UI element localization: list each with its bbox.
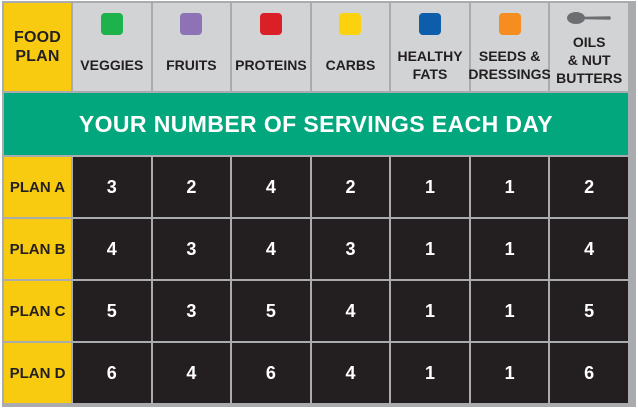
column-header-veggies: VEGGIES xyxy=(73,3,151,91)
column-header-healthy-fats: HEALTHY FATS xyxy=(391,3,469,91)
column-header-fruits: FRUITS xyxy=(152,3,231,91)
serving-value: 1 xyxy=(470,281,549,341)
serving-value: 6 xyxy=(232,343,310,403)
red-swatch-icon xyxy=(259,13,282,35)
serving-value: 4 xyxy=(311,343,390,403)
spoon-icon xyxy=(567,12,611,24)
serving-value: 3 xyxy=(311,219,390,279)
column-label: PROTEINS xyxy=(235,57,307,73)
serving-value: 1 xyxy=(391,157,469,217)
serving-value: 1 xyxy=(391,281,469,341)
column-label: HEALTHY xyxy=(397,48,463,64)
serving-value: 5 xyxy=(232,281,310,341)
serving-value: 4 xyxy=(311,281,390,341)
food-plan-header-line1: FOOD xyxy=(13,29,62,46)
food-plan-header-line2: PLAN xyxy=(15,48,60,65)
food-plan-header: FOOD PLAN xyxy=(4,3,71,91)
serving-value: 5 xyxy=(73,281,151,341)
column-header-seeds-dressings: SEEDS & DRESSINGS xyxy=(468,3,551,91)
serving-value: 5 xyxy=(550,281,628,341)
serving-value: 3 xyxy=(73,157,151,217)
serving-value: 1 xyxy=(391,219,469,279)
column-label: VEGGIES xyxy=(80,57,144,73)
green-swatch-icon xyxy=(100,13,123,35)
serving-value: 1 xyxy=(391,343,469,403)
column-header-proteins: PROTEINS xyxy=(232,3,310,91)
serving-value: 4 xyxy=(232,157,310,217)
serving-value: 4 xyxy=(152,343,231,403)
servings-banner: YOUR NUMBER OF SERVINGS EACH DAY xyxy=(4,93,628,155)
column-label: FATS xyxy=(412,66,448,82)
row-label-plan-a: PLAN A xyxy=(4,157,71,217)
serving-value: 4 xyxy=(232,219,310,279)
row-label-plan-c: PLAN C xyxy=(4,281,71,341)
column-label: & NUT xyxy=(567,51,611,68)
serving-value: 1 xyxy=(470,343,549,403)
blue-swatch-icon xyxy=(419,13,442,35)
serving-value: 6 xyxy=(550,343,628,403)
column-label: DRESSINGS xyxy=(468,66,551,82)
orange-swatch-icon xyxy=(498,13,521,35)
serving-value: 1 xyxy=(470,219,549,279)
serving-value: 2 xyxy=(311,157,390,217)
serving-value: 1 xyxy=(470,157,549,217)
serving-value: 2 xyxy=(152,157,231,217)
row-label-plan-d: PLAN D xyxy=(4,343,71,403)
serving-value: 3 xyxy=(152,281,231,341)
column-label: BUTTERS xyxy=(556,69,623,86)
purple-swatch-icon xyxy=(180,13,203,35)
serving-value: 6 xyxy=(73,343,151,403)
serving-value: 4 xyxy=(550,219,628,279)
column-header-oils-nut-butters: OILS & NUT BUTTERS xyxy=(550,3,628,91)
column-label: OILS xyxy=(572,33,606,50)
row-label-plan-b: PLAN B xyxy=(4,219,71,279)
column-header-carbs: CARBS xyxy=(311,3,390,91)
serving-value: 3 xyxy=(152,219,231,279)
column-label: SEEDS & xyxy=(478,48,541,64)
serving-value: 4 xyxy=(73,219,151,279)
yellow-swatch-icon xyxy=(339,13,362,35)
column-label: FRUITS xyxy=(166,57,217,73)
serving-value: 2 xyxy=(550,157,628,217)
column-label: CARBS xyxy=(325,57,376,73)
